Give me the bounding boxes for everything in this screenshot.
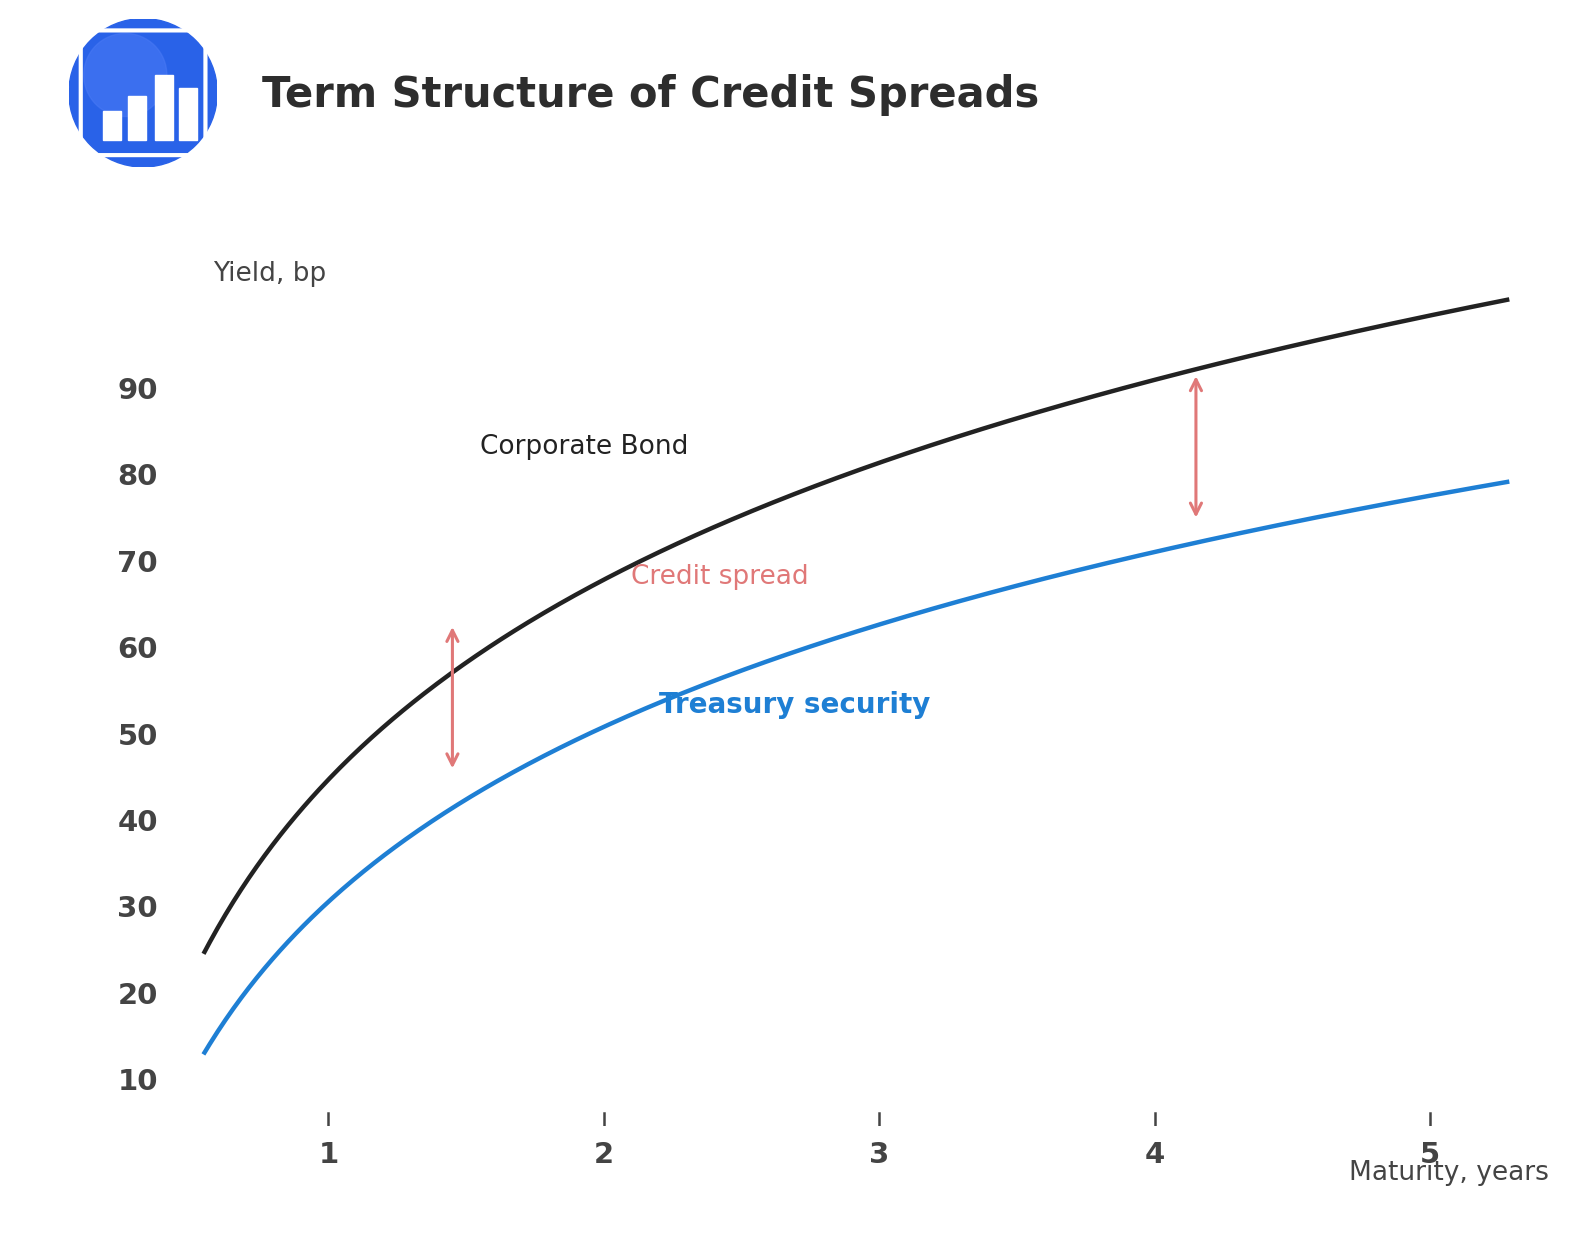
- Circle shape: [68, 19, 218, 167]
- Text: 30: 30: [118, 896, 157, 924]
- Text: 1: 1: [318, 1142, 339, 1169]
- Text: 50: 50: [118, 722, 157, 751]
- Text: 80: 80: [118, 463, 157, 491]
- Text: Corporate Bond: Corporate Bond: [480, 434, 688, 460]
- Text: 2: 2: [593, 1142, 614, 1169]
- Text: Maturity, years: Maturity, years: [1348, 1160, 1549, 1186]
- Bar: [178, 88, 197, 140]
- Text: Credit spread: Credit spread: [631, 564, 809, 590]
- Text: Yield, bp: Yield, bp: [213, 261, 326, 287]
- Text: 3: 3: [870, 1142, 889, 1169]
- Text: 20: 20: [118, 982, 157, 1009]
- Text: 10: 10: [118, 1069, 157, 1096]
- Bar: [103, 110, 121, 140]
- Text: 60: 60: [118, 636, 157, 664]
- Text: Term Structure of Credit Spreads: Term Structure of Credit Spreads: [262, 74, 1040, 116]
- Text: 5: 5: [1420, 1142, 1441, 1169]
- Text: 70: 70: [118, 549, 157, 578]
- Text: 40: 40: [118, 809, 157, 837]
- Bar: [129, 95, 146, 140]
- Text: 4: 4: [1145, 1142, 1165, 1169]
- Circle shape: [84, 33, 167, 116]
- Text: Treasury security: Treasury security: [658, 691, 930, 719]
- Text: 90: 90: [118, 377, 157, 404]
- Bar: [154, 75, 173, 140]
